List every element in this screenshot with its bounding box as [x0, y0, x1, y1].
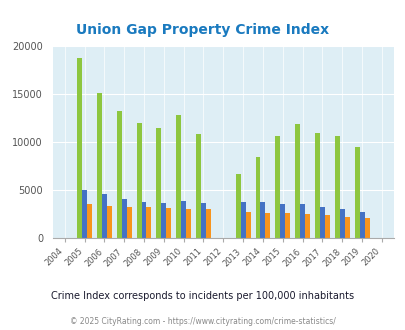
Bar: [339, 209, 344, 238]
Bar: [334, 136, 339, 238]
Bar: [176, 115, 181, 238]
Bar: [161, 203, 166, 238]
Bar: [200, 203, 205, 238]
Bar: [359, 212, 364, 238]
Text: Union Gap Property Crime Index: Union Gap Property Crime Index: [76, 23, 329, 37]
Bar: [319, 207, 324, 238]
Bar: [122, 199, 126, 238]
Bar: [344, 216, 349, 238]
Bar: [107, 206, 111, 238]
Bar: [87, 204, 92, 238]
Bar: [185, 209, 191, 238]
Bar: [82, 190, 87, 238]
Bar: [304, 214, 309, 238]
Bar: [275, 136, 279, 238]
Bar: [324, 215, 329, 238]
Bar: [136, 123, 141, 238]
Bar: [299, 204, 304, 238]
Bar: [126, 207, 131, 238]
Bar: [77, 58, 82, 238]
Bar: [146, 207, 151, 238]
Bar: [255, 157, 260, 238]
Bar: [97, 93, 102, 238]
Bar: [181, 201, 185, 238]
Bar: [245, 212, 250, 238]
Bar: [235, 175, 240, 238]
Bar: [117, 111, 121, 238]
Bar: [156, 127, 161, 238]
Bar: [279, 204, 285, 238]
Bar: [364, 218, 369, 238]
Bar: [260, 202, 265, 238]
Bar: [285, 213, 290, 238]
Bar: [294, 124, 299, 238]
Bar: [240, 202, 245, 238]
Bar: [196, 134, 200, 238]
Bar: [205, 209, 210, 238]
Bar: [265, 213, 270, 238]
Bar: [102, 194, 107, 238]
Bar: [354, 147, 359, 238]
Text: Crime Index corresponds to incidents per 100,000 inhabitants: Crime Index corresponds to incidents per…: [51, 291, 354, 301]
Bar: [314, 133, 319, 238]
Text: © 2025 CityRating.com - https://www.cityrating.com/crime-statistics/: © 2025 CityRating.com - https://www.city…: [70, 317, 335, 326]
Bar: [141, 202, 146, 238]
Bar: [166, 208, 171, 238]
